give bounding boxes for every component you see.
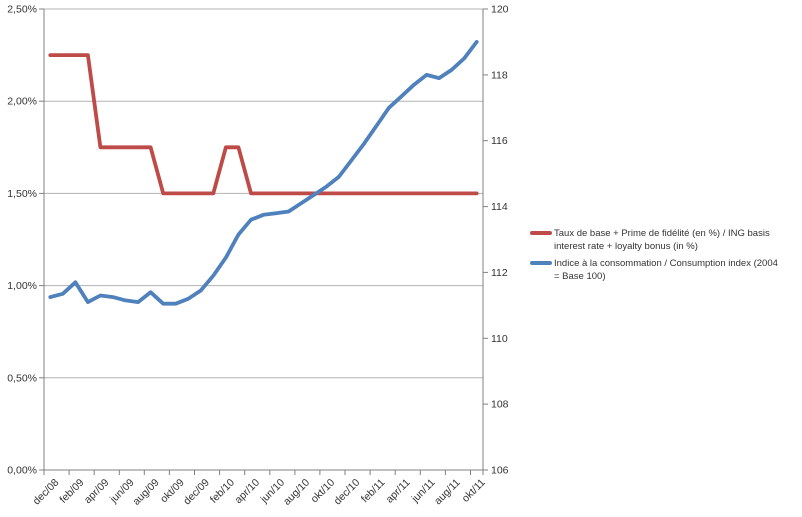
legend-marker-index xyxy=(530,261,552,265)
svg-text:dec/09: dec/09 xyxy=(181,476,212,507)
svg-text:1,00%: 1,00% xyxy=(7,280,37,292)
svg-text:0,50%: 0,50% xyxy=(7,372,37,384)
svg-text:118: 118 xyxy=(491,69,508,81)
svg-text:apr/11: apr/11 xyxy=(384,476,413,505)
legend-label-index: Indice à la consommation / Consumption i… xyxy=(554,257,798,283)
legend-label-index-line1: Indice à la consommation / Consumption i… xyxy=(554,258,778,269)
legend-label-rate-line1: Taux de base + Prime de fidélité (en %) … xyxy=(554,228,770,239)
svg-text:aug/11: aug/11 xyxy=(432,476,463,507)
svg-text:okt/11: okt/11 xyxy=(460,476,488,504)
x-axis-labels: dec/08feb/09apr/09jun/09aug/09okt/09dec/… xyxy=(31,476,488,507)
svg-text:108: 108 xyxy=(491,399,509,411)
svg-text:feb/11: feb/11 xyxy=(359,476,388,505)
svg-text:aug/09: aug/09 xyxy=(130,476,161,507)
legend-label-rate: Taux de base + Prime de fidélité (en %) … xyxy=(554,227,798,253)
svg-text:feb/10: feb/10 xyxy=(208,476,237,505)
svg-text:2,50%: 2,50% xyxy=(7,4,37,16)
y-axis-left-labels: 0,00% 0,50% 1,00% 1,50% 2,00% 2,50% xyxy=(7,4,37,477)
series-index-line xyxy=(48,40,479,306)
legend-label-rate-line2: interest rate + loyalty bonus (in %) xyxy=(554,241,698,252)
chart-legend: Taux de base + Prime de fidélité (en %) … xyxy=(530,227,798,287)
svg-text:dec/08: dec/08 xyxy=(31,476,62,507)
axes xyxy=(39,8,488,475)
y-axis-right-labels: 106 108 110 112 114 116 118 120 xyxy=(491,4,509,477)
svg-text:1,50%: 1,50% xyxy=(7,188,37,200)
svg-text:aug/10: aug/10 xyxy=(281,476,312,507)
legend-marker-rate xyxy=(530,231,552,235)
svg-text:120: 120 xyxy=(491,4,509,16)
legend-entry-index: Indice à la consommation / Consumption i… xyxy=(530,257,798,283)
svg-text:apr/10: apr/10 xyxy=(233,476,263,506)
svg-text:0,00%: 0,00% xyxy=(7,465,37,477)
gridlines xyxy=(44,8,483,471)
svg-text:112: 112 xyxy=(491,267,508,279)
svg-text:110: 110 xyxy=(491,333,508,345)
svg-text:feb/09: feb/09 xyxy=(57,476,86,505)
svg-text:116: 116 xyxy=(491,135,508,147)
svg-text:114: 114 xyxy=(491,201,508,213)
svg-text:106: 106 xyxy=(491,465,509,477)
series-rate-line xyxy=(48,53,479,196)
svg-text:dec/10: dec/10 xyxy=(332,476,363,507)
svg-text:2,00%: 2,00% xyxy=(7,96,37,108)
legend-label-index-line2: = Base 100) xyxy=(554,271,606,282)
svg-text:apr/09: apr/09 xyxy=(82,476,112,506)
legend-entry-rate: Taux de base + Prime de fidélité (en %) … xyxy=(530,227,798,253)
